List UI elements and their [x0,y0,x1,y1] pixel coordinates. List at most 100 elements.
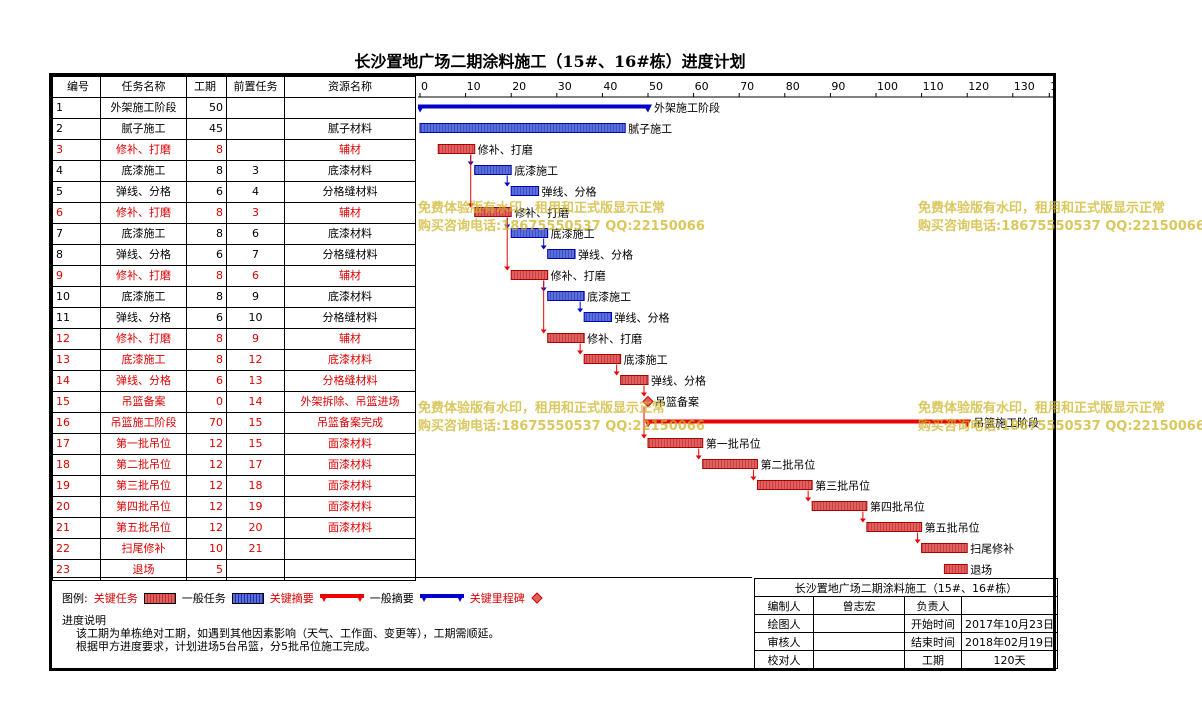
task-name-cell[interactable]: 退场 [100,559,187,581]
task-id-cell[interactable]: 7 [52,223,101,245]
task-name-cell[interactable]: 底漆施工 [100,349,187,371]
task-name-cell[interactable]: 吊篮备案 [100,391,187,413]
task-id-cell[interactable]: 5 [52,181,101,203]
task-resource-cell[interactable]: 分格缝材料 [284,181,416,203]
task-predecessor-cell[interactable]: 18 [226,475,285,497]
task-predecessor-cell[interactable]: 10 [226,307,285,329]
task-name-cell[interactable]: 弹线、分格 [100,181,187,203]
task-id-cell[interactable]: 4 [52,160,101,182]
task-duration-cell[interactable]: 12 [186,454,227,476]
task-name-cell[interactable]: 外架施工阶段 [100,97,187,119]
task-id-cell[interactable]: 18 [52,454,101,476]
task-resource-cell[interactable] [284,538,416,560]
task-predecessor-cell[interactable]: 15 [226,433,285,455]
task-row[interactable]: 4 底漆施工 8 3 底漆材料 [52,160,416,182]
task-predecessor-cell[interactable]: 3 [226,160,285,182]
task-row[interactable]: 8 弹线、分格 6 7 分格缝材料 [52,244,416,266]
info-checker[interactable] [813,650,905,669]
task-row[interactable]: 19 第三批吊位 12 18 面漆材料 [52,475,416,497]
task-name-cell[interactable]: 修补、打磨 [100,202,187,224]
task-predecessor-cell[interactable]: 14 [226,391,285,413]
task-resource-cell[interactable]: 腻子材料 [284,118,416,140]
task-duration-cell[interactable]: 6 [186,370,227,392]
task-row[interactable]: 6 修补、打磨 8 3 辅材 [52,202,416,224]
task-resource-cell[interactable]: 辅材 [284,265,416,287]
task-row[interactable]: 18 第二批吊位 12 17 面漆材料 [52,454,416,476]
task-row[interactable]: 20 第四批吊位 12 19 面漆材料 [52,496,416,518]
info-drawer[interactable] [813,614,905,633]
task-row[interactable]: 23 退场 5 [52,559,416,581]
task-name-cell[interactable]: 第二批吊位 [100,454,187,476]
task-id-cell[interactable]: 21 [52,517,101,539]
task-name-cell[interactable]: 第三批吊位 [100,475,187,497]
task-id-cell[interactable]: 20 [52,496,101,518]
task-id-cell[interactable]: 3 [52,139,101,161]
task-name-cell[interactable]: 弹线、分格 [100,370,187,392]
task-name-cell[interactable]: 修补、打磨 [100,265,187,287]
info-start[interactable]: 2017年10月23日 [960,614,1059,633]
col-name-header[interactable]: 任务名称 [100,76,187,98]
task-predecessor-cell[interactable]: 17 [226,454,285,476]
task-duration-cell[interactable]: 8 [186,349,227,371]
task-duration-cell[interactable]: 8 [186,265,227,287]
task-name-cell[interactable]: 底漆施工 [100,223,187,245]
task-predecessor-cell[interactable]: 12 [226,349,285,371]
task-duration-cell[interactable]: 6 [186,244,227,266]
col-id-header[interactable]: 编号 [52,76,101,98]
task-resource-cell[interactable]: 底漆材料 [284,160,416,182]
task-id-cell[interactable]: 12 [52,328,101,350]
task-resource-cell[interactable]: 辅材 [284,202,416,224]
task-row[interactable]: 10 底漆施工 8 9 底漆材料 [52,286,416,308]
task-duration-cell[interactable]: 12 [186,517,227,539]
task-resource-cell[interactable]: 分格缝材料 [284,370,416,392]
task-predecessor-cell[interactable]: 6 [226,223,285,245]
task-row[interactable]: 16 吊篮施工阶段 70 15 吊篮备案完成 [52,412,416,434]
task-duration-cell[interactable]: 8 [186,139,227,161]
task-resource-cell[interactable]: 底漆材料 [284,349,416,371]
task-id-cell[interactable]: 23 [52,559,101,581]
task-resource-cell[interactable]: 面漆材料 [284,517,416,539]
task-resource-cell[interactable]: 外架拆除、吊篮进场 [284,391,416,413]
task-id-cell[interactable]: 2 [52,118,101,140]
task-duration-cell[interactable]: 8 [186,223,227,245]
task-predecessor-cell[interactable]: 21 [226,538,285,560]
task-name-cell[interactable]: 第一批吊位 [100,433,187,455]
task-id-cell[interactable]: 19 [52,475,101,497]
task-row[interactable]: 12 修补、打磨 8 9 辅材 [52,328,416,350]
task-name-cell[interactable]: 弹线、分格 [100,307,187,329]
task-row[interactable]: 13 底漆施工 8 12 底漆材料 [52,349,416,371]
task-predecessor-cell[interactable]: 19 [226,496,285,518]
task-row[interactable]: 2 腻子施工 45 腻子材料 [52,118,416,140]
task-predecessor-cell[interactable]: 9 [226,286,285,308]
task-name-cell[interactable]: 扫尾修补 [100,538,187,560]
task-resource-cell[interactable]: 辅材 [284,328,416,350]
task-duration-cell[interactable]: 12 [186,496,227,518]
task-id-cell[interactable]: 9 [52,265,101,287]
task-id-cell[interactable]: 1 [52,97,101,119]
task-id-cell[interactable]: 8 [52,244,101,266]
task-duration-cell[interactable]: 0 [186,391,227,413]
task-row[interactable]: 15 吊篮备案 0 14 外架拆除、吊篮进场 [52,391,416,413]
task-resource-cell[interactable]: 分格缝材料 [284,307,416,329]
task-resource-cell[interactable] [284,97,416,119]
task-duration-cell[interactable]: 70 [186,412,227,434]
task-id-cell[interactable]: 11 [52,307,101,329]
task-duration-cell[interactable]: 8 [186,160,227,182]
task-row[interactable]: 9 修补、打磨 8 6 辅材 [52,265,416,287]
task-resource-cell[interactable]: 面漆材料 [284,433,416,455]
task-duration-cell[interactable]: 10 [186,538,227,560]
task-id-cell[interactable]: 17 [52,433,101,455]
task-predecessor-cell[interactable] [226,139,285,161]
task-predecessor-cell[interactable]: 7 [226,244,285,266]
task-row[interactable]: 17 第一批吊位 12 15 面漆材料 [52,433,416,455]
task-predecessor-cell[interactable]: 20 [226,517,285,539]
task-predecessor-cell[interactable] [226,118,285,140]
task-resource-cell[interactable]: 面漆材料 [284,454,416,476]
task-duration-cell[interactable]: 8 [186,286,227,308]
task-duration-cell[interactable]: 12 [186,433,227,455]
task-name-cell[interactable]: 修补、打磨 [100,139,187,161]
task-predecessor-cell[interactable]: 9 [226,328,285,350]
task-row[interactable]: 11 弹线、分格 6 10 分格缝材料 [52,307,416,329]
task-predecessor-cell[interactable]: 3 [226,202,285,224]
task-resource-cell[interactable]: 底漆材料 [284,286,416,308]
